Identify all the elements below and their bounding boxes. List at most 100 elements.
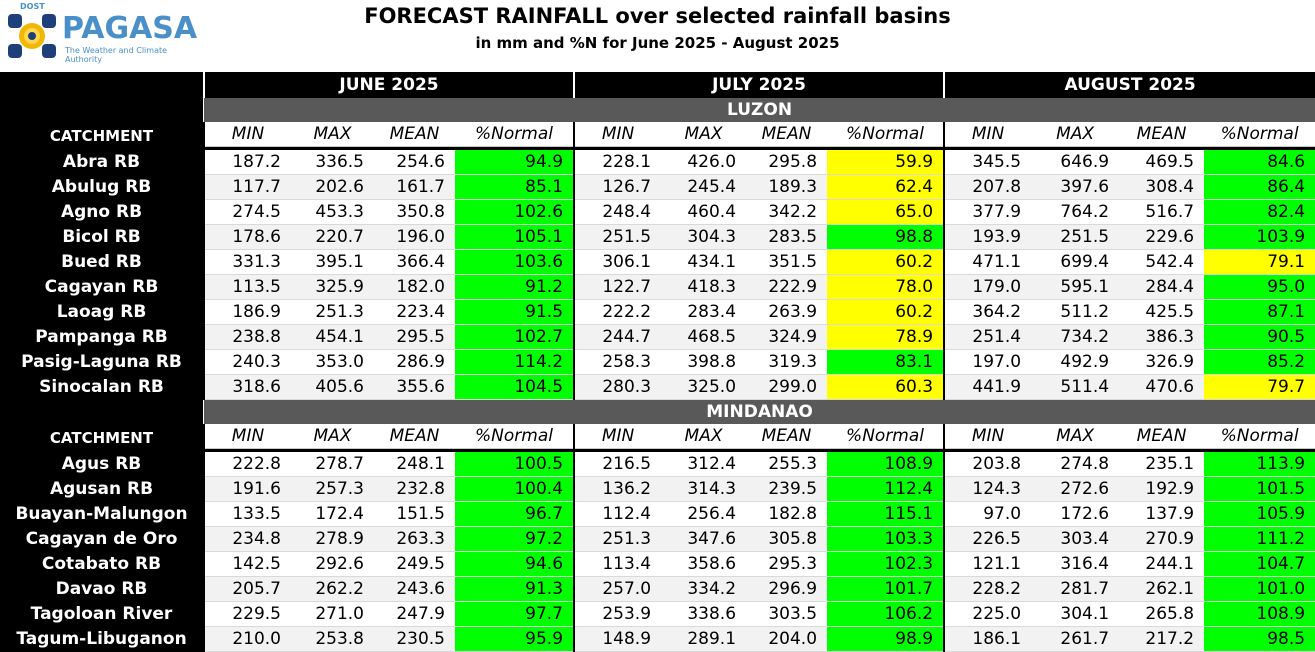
percent-normal-value: 100.4: [455, 476, 575, 502]
mean-value: 296.9: [746, 576, 828, 602]
min-value: 97.0: [943, 501, 1032, 527]
pagasa-emblem-icon: [8, 14, 56, 58]
percent-normal-value: 97.2: [455, 526, 575, 552]
mean-value: 161.7: [374, 174, 455, 200]
max-value: 202.6: [291, 174, 374, 200]
percent-normal-value: 102.3: [827, 551, 945, 577]
table-row: Cotabato RB 142.5 292.6 249.5 94.6 113.4 358.6…: [0, 551, 1315, 577]
min-value: 210.0: [203, 626, 291, 652]
percent-normal-value: 102.6: [455, 199, 575, 225]
max-value: 699.4: [1031, 249, 1120, 275]
min-value: 244.7: [573, 324, 662, 350]
column-header: MEAN: [1119, 122, 1205, 147]
mean-value: 286.9: [374, 349, 455, 375]
separator-row: [0, 146, 1315, 150]
max-value: 289.1: [661, 626, 747, 652]
max-value: 251.5: [1031, 224, 1120, 250]
mean-value: 324.9: [746, 324, 828, 350]
max-value: 434.1: [661, 249, 747, 275]
percent-normal-value: 104.7: [1204, 551, 1315, 577]
mean-value: 248.1: [374, 452, 455, 477]
mean-value: 182.0: [374, 274, 455, 300]
mean-value: 189.3: [746, 174, 828, 200]
mean-value: 305.8: [746, 526, 828, 552]
table-row: Pampanga RB 238.8 454.1 295.5 102.7 244.7 468.…: [0, 324, 1315, 350]
column-header: MIN: [573, 424, 662, 449]
percent-normal-value: 83.1: [827, 349, 945, 375]
max-value: 334.2: [661, 576, 747, 602]
max-value: 468.5: [661, 324, 747, 350]
mean-value: 351.5: [746, 249, 828, 275]
percent-normal-value: 112.4: [827, 476, 945, 502]
mean-value: 263.3: [374, 526, 455, 552]
table-row: Cagayan RB 113.5 325.9 182.0 91.2 122.7 418.3 2…: [0, 274, 1315, 300]
month-header-row: CATCHMENT JUNE 2025 JULY 2025 AUGUST 2025: [0, 72, 1315, 147]
min-value: 136.2: [573, 476, 662, 502]
percent-normal-value: 94.6: [455, 551, 575, 577]
min-value: 226.5: [943, 526, 1032, 552]
max-value: 272.6: [1031, 476, 1120, 502]
max-value: 426.0: [661, 150, 747, 175]
min-value: 207.8: [943, 174, 1032, 200]
mean-value: 469.5: [1119, 150, 1205, 175]
catchment-name: Pampanga RB: [0, 324, 204, 350]
mean-value: 217.2: [1119, 626, 1205, 652]
month-header: AUGUST 2025: [943, 72, 1315, 98]
region-header-row: LUZON: [0, 98, 1315, 122]
column-header-row: MIN MAX MEAN %Normal MIN MAX MEAN %Normal MIN MAX…: [0, 122, 1315, 147]
min-value: 148.9: [573, 626, 662, 652]
catchment-name: Bicol RB: [0, 224, 204, 250]
min-value: 179.0: [943, 274, 1032, 300]
mean-value: 284.4: [1119, 274, 1205, 300]
mean-value: 247.9: [374, 601, 455, 627]
min-value: 203.8: [943, 452, 1032, 477]
min-value: 318.6: [203, 374, 291, 400]
max-value: 397.6: [1031, 174, 1120, 200]
separator-row: [0, 448, 1315, 452]
min-value: 364.2: [943, 299, 1032, 325]
column-header: %Normal: [827, 122, 945, 147]
column-header: %Normal: [1204, 122, 1315, 147]
mean-value: 192.9: [1119, 476, 1205, 502]
region-header: LUZON: [204, 98, 1315, 122]
min-value: 133.5: [203, 501, 291, 527]
table-row: Agno RB 274.5 453.3 350.8 102.6 248.4 460.4 342…: [0, 199, 1315, 225]
max-value: 271.0: [291, 601, 374, 627]
max-value: 261.7: [1031, 626, 1120, 652]
column-header: MAX: [661, 424, 747, 449]
mean-value: 230.5: [374, 626, 455, 652]
max-value: 304.1: [1031, 601, 1120, 627]
region-header-row: CATCHMENT MINDANAO: [0, 399, 1315, 449]
logo-brand-text: PAGASA: [62, 11, 198, 46]
percent-normal-value: 101.5: [1204, 476, 1315, 502]
max-value: 492.9: [1031, 349, 1120, 375]
percent-normal-value: 84.6: [1204, 150, 1315, 175]
min-value: 124.3: [943, 476, 1032, 502]
mean-value: 223.4: [374, 299, 455, 325]
min-value: 441.9: [943, 374, 1032, 400]
table-row: Bicol RB 178.6 220.7 196.0 105.1 251.5 304.3 28…: [0, 224, 1315, 250]
max-value: 595.1: [1031, 274, 1120, 300]
mean-value: 295.8: [746, 150, 828, 175]
table-row: Cagayan de Oro 234.8 278.9 263.3 97.2 251.3 34…: [0, 526, 1315, 552]
min-value: 117.7: [203, 174, 291, 200]
min-value: 113.5: [203, 274, 291, 300]
percent-normal-value: 106.2: [827, 601, 945, 627]
min-value: 193.9: [943, 224, 1032, 250]
percent-normal-value: 97.7: [455, 601, 575, 627]
report-header: DOST PAGASA The Weather and Climate Auth…: [0, 0, 1315, 72]
max-value: 172.4: [291, 501, 374, 527]
mean-value: 196.0: [374, 224, 455, 250]
catchment-header: CATCHMENT: [0, 72, 204, 147]
max-value: 262.2: [291, 576, 374, 602]
page-subtitle: in mm and %N for June 2025 - August 2025: [475, 34, 840, 52]
column-header: MAX: [661, 122, 747, 147]
min-value: 197.0: [943, 349, 1032, 375]
percent-normal-value: 98.8: [827, 224, 945, 250]
column-header: MEAN: [746, 424, 828, 449]
column-header: MEAN: [374, 122, 455, 147]
min-value: 251.4: [943, 324, 1032, 350]
column-header: MEAN: [1119, 424, 1205, 449]
column-header: MAX: [1031, 122, 1120, 147]
pagasa-logo: DOST PAGASA The Weather and Climate Auth…: [4, 2, 204, 64]
